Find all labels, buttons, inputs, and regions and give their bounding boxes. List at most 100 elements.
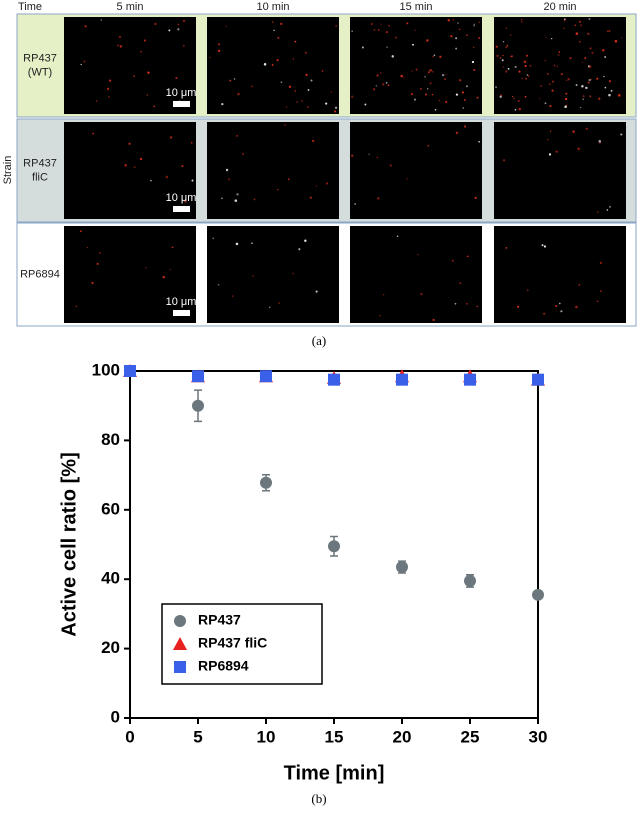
cell-dot: [572, 130, 575, 133]
cell-dot: [117, 44, 119, 47]
marker: [532, 588, 544, 601]
cell-dot: [434, 108, 437, 111]
micrograph: [350, 17, 482, 114]
cell-dot: [395, 36, 398, 39]
cell-dot: [95, 100, 98, 102]
y-tick-label: 80: [101, 430, 120, 449]
y-axis-label: Active cell ratio [%]: [58, 452, 80, 637]
cell-dot: [578, 40, 581, 43]
cell-dot: [466, 302, 468, 305]
legend-marker: [174, 615, 186, 627]
cell-dot: [473, 23, 475, 25]
cell-dot: [580, 106, 582, 109]
cell-dot: [474, 196, 477, 199]
cell-dot: [427, 71, 430, 74]
cell-dot: [330, 91, 333, 93]
cell-dot: [387, 84, 390, 87]
cell-dot: [548, 153, 552, 156]
cell-dot: [585, 86, 588, 90]
cell-dot: [168, 29, 171, 32]
cell-dot: [596, 77, 599, 80]
cell-dot: [462, 107, 465, 109]
cell-dot: [269, 306, 271, 309]
cell-dot: [478, 21, 481, 24]
cell-dot: [524, 95, 527, 98]
cell-dot: [559, 302, 561, 305]
legend-label: RP437: [198, 612, 241, 628]
cell-dot: [521, 18, 523, 21]
cell-dot: [108, 79, 112, 83]
cell-dot: [582, 98, 584, 100]
cell-dot: [577, 147, 580, 151]
cell-dot: [175, 77, 178, 80]
cell-dot: [278, 302, 280, 305]
cell-dot: [587, 32, 590, 36]
marker: [260, 370, 272, 383]
cell-dot: [379, 314, 381, 317]
cell-dot: [438, 99, 441, 102]
cell-dot: [305, 73, 308, 77]
y-tick-label: 100: [92, 360, 120, 379]
cell-dot: [505, 70, 508, 73]
cell-dot: [380, 23, 382, 25]
cell-dot: [221, 197, 223, 200]
strain-name: RP437: [23, 52, 57, 64]
cell-dot: [351, 154, 354, 157]
micrograph: [64, 122, 196, 219]
cell-dot: [209, 56, 211, 59]
micrograph: [350, 122, 482, 219]
cell-dot: [145, 267, 147, 269]
cell-dot: [501, 59, 504, 62]
cell-dot: [578, 20, 582, 24]
cell-dot: [429, 69, 432, 72]
cell-dot: [315, 185, 318, 187]
cell-dot: [165, 175, 169, 179]
cell-dot: [382, 83, 385, 86]
x-tick-label: 15: [325, 727, 344, 746]
strain-name: (WT): [28, 66, 52, 78]
cell-dot: [146, 94, 149, 96]
cell-dot: [354, 203, 357, 205]
cell-dot: [458, 28, 461, 31]
strain-name: fliC: [32, 171, 48, 183]
cell-dot: [505, 246, 508, 249]
cell-dot: [544, 102, 547, 105]
marker: [260, 476, 272, 489]
cell-dot: [171, 246, 174, 249]
cell-dot: [217, 49, 221, 53]
cell-dot: [431, 70, 434, 73]
cell-dot: [563, 27, 565, 29]
cell-dot: [217, 43, 221, 46]
x-tick-label: 10: [257, 727, 276, 746]
marker: [328, 540, 340, 553]
cell-dot: [565, 104, 568, 106]
cell-dot: [525, 77, 527, 80]
scale-bar-label: 10 μm: [166, 296, 197, 308]
cell-dot: [569, 57, 572, 60]
cell-dot: [304, 239, 307, 242]
marker: [464, 373, 476, 386]
cell-dot: [466, 85, 468, 88]
cell-dot: [294, 40, 297, 43]
cell-dot: [608, 30, 611, 32]
cell-dot: [581, 84, 584, 88]
cell-dot: [375, 85, 378, 87]
cell-dot: [143, 39, 147, 42]
cell-dot: [551, 89, 554, 92]
cell-dot: [98, 252, 101, 254]
cell-dot: [334, 106, 338, 109]
cell-dot: [540, 85, 543, 87]
cell-dot: [506, 44, 509, 47]
cell-dot: [221, 102, 224, 106]
cell-dot: [478, 140, 481, 143]
cell-dot: [162, 275, 165, 279]
cell-dot: [232, 295, 234, 297]
cell-dot: [414, 29, 416, 31]
cell-dot: [169, 136, 173, 139]
cell-dot: [370, 23, 373, 25]
cell-dot: [560, 73, 563, 76]
marker: [532, 373, 544, 386]
cell-dot: [153, 105, 156, 108]
x-tick-label: 5: [193, 727, 202, 746]
cell-dot: [556, 65, 558, 67]
